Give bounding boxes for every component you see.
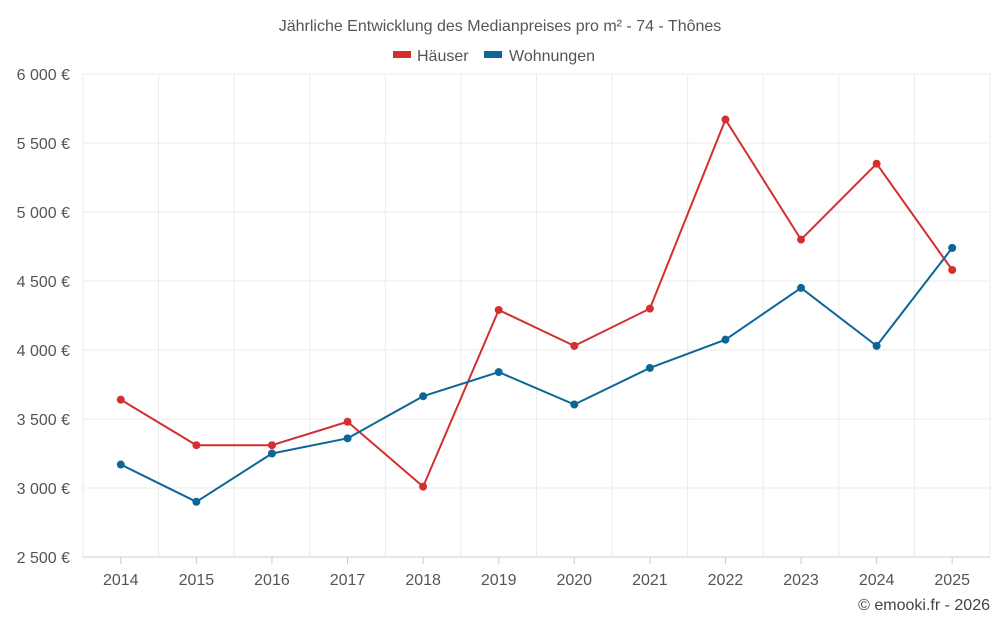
series-line-0: [120, 118, 954, 488]
y-tick-label: 3 500 €: [17, 412, 70, 429]
series-line-1: [120, 247, 954, 503]
data-point-0-2017[interactable]: [343, 417, 352, 426]
credit-text: © emooki.fr - 2026: [858, 597, 990, 614]
data-point-0-2020[interactable]: [570, 341, 579, 350]
legend-swatch-haeuser: [393, 51, 411, 58]
x-tick-label: 2015: [179, 572, 215, 589]
y-tick-label: 3 000 €: [17, 481, 70, 498]
x-tick-label: 2019: [481, 572, 517, 589]
data-point-1-2020[interactable]: [570, 400, 579, 409]
data-point-0-2021[interactable]: [645, 304, 654, 313]
y-tick-label: 2 500 €: [17, 550, 70, 567]
data-point-1-2015[interactable]: [192, 497, 201, 506]
legend-item-haeuser[interactable]: Häuser: [393, 48, 469, 65]
data-point-0-2016[interactable]: [267, 441, 276, 450]
data-point-1-2024[interactable]: [872, 341, 881, 350]
data-point-0-2014[interactable]: [116, 395, 125, 404]
legend: Häuser Wohnungen: [393, 48, 595, 65]
x-tick-label: 2024: [859, 572, 895, 589]
data-point-1-2022[interactable]: [721, 335, 730, 344]
x-tick-label: 2018: [405, 572, 441, 589]
x-tick-label: 2014: [103, 572, 139, 589]
x-tick-label: 2016: [254, 572, 290, 589]
data-point-0-2025[interactable]: [948, 265, 957, 274]
legend-swatch-wohnungen: [484, 51, 502, 58]
chart-title: Jährliche Entwicklung des Medianpreises …: [279, 18, 722, 35]
data-point-1-2018[interactable]: [419, 392, 428, 401]
data-point-0-2023[interactable]: [797, 235, 806, 244]
y-tick-label: 5 000 €: [17, 205, 70, 222]
x-tick-label: 2020: [556, 572, 592, 589]
data-point-1-2025[interactable]: [948, 243, 957, 252]
x-axis: 2014 2015 2016 2017 2018 2019 2020 2021 2022 2023…: [103, 557, 970, 589]
x-tick-label: 2022: [708, 572, 744, 589]
y-tick-label: 4 500 €: [17, 274, 70, 291]
legend-label-haeuser: Häuser: [417, 48, 469, 65]
data-point-1-2014[interactable]: [116, 460, 125, 469]
legend-label-wohnungen: Wohnungen: [509, 48, 595, 65]
data-point-0-2019[interactable]: [494, 305, 503, 314]
data-point-0-2018[interactable]: [419, 482, 428, 491]
data-point-0-2015[interactable]: [192, 441, 201, 450]
y-tick-label: 6 000 €: [17, 67, 70, 84]
x-tick-label: 2023: [783, 572, 819, 589]
y-axis: 2 500 € 3 000 € 3 500 € 4 000 € 4 500 € 5 000…: [17, 67, 70, 567]
data-point-1-2019[interactable]: [494, 368, 503, 377]
grid: [82, 73, 991, 558]
data-point-1-2023[interactable]: [797, 283, 806, 292]
x-tick-label: 2017: [330, 572, 366, 589]
data-point-1-2017[interactable]: [343, 434, 352, 443]
x-tick-label: 2021: [632, 572, 668, 589]
x-tick-label: 2025: [934, 572, 970, 589]
y-tick-label: 5 500 €: [17, 136, 70, 153]
data-point-1-2016[interactable]: [267, 449, 276, 458]
data-point-0-2022[interactable]: [721, 115, 730, 124]
data-point-1-2021[interactable]: [645, 363, 654, 372]
y-tick-label: 4 000 €: [17, 343, 70, 360]
data-point-0-2024[interactable]: [872, 159, 881, 168]
legend-item-wohnungen[interactable]: Wohnungen: [484, 48, 595, 65]
series: [116, 115, 957, 506]
